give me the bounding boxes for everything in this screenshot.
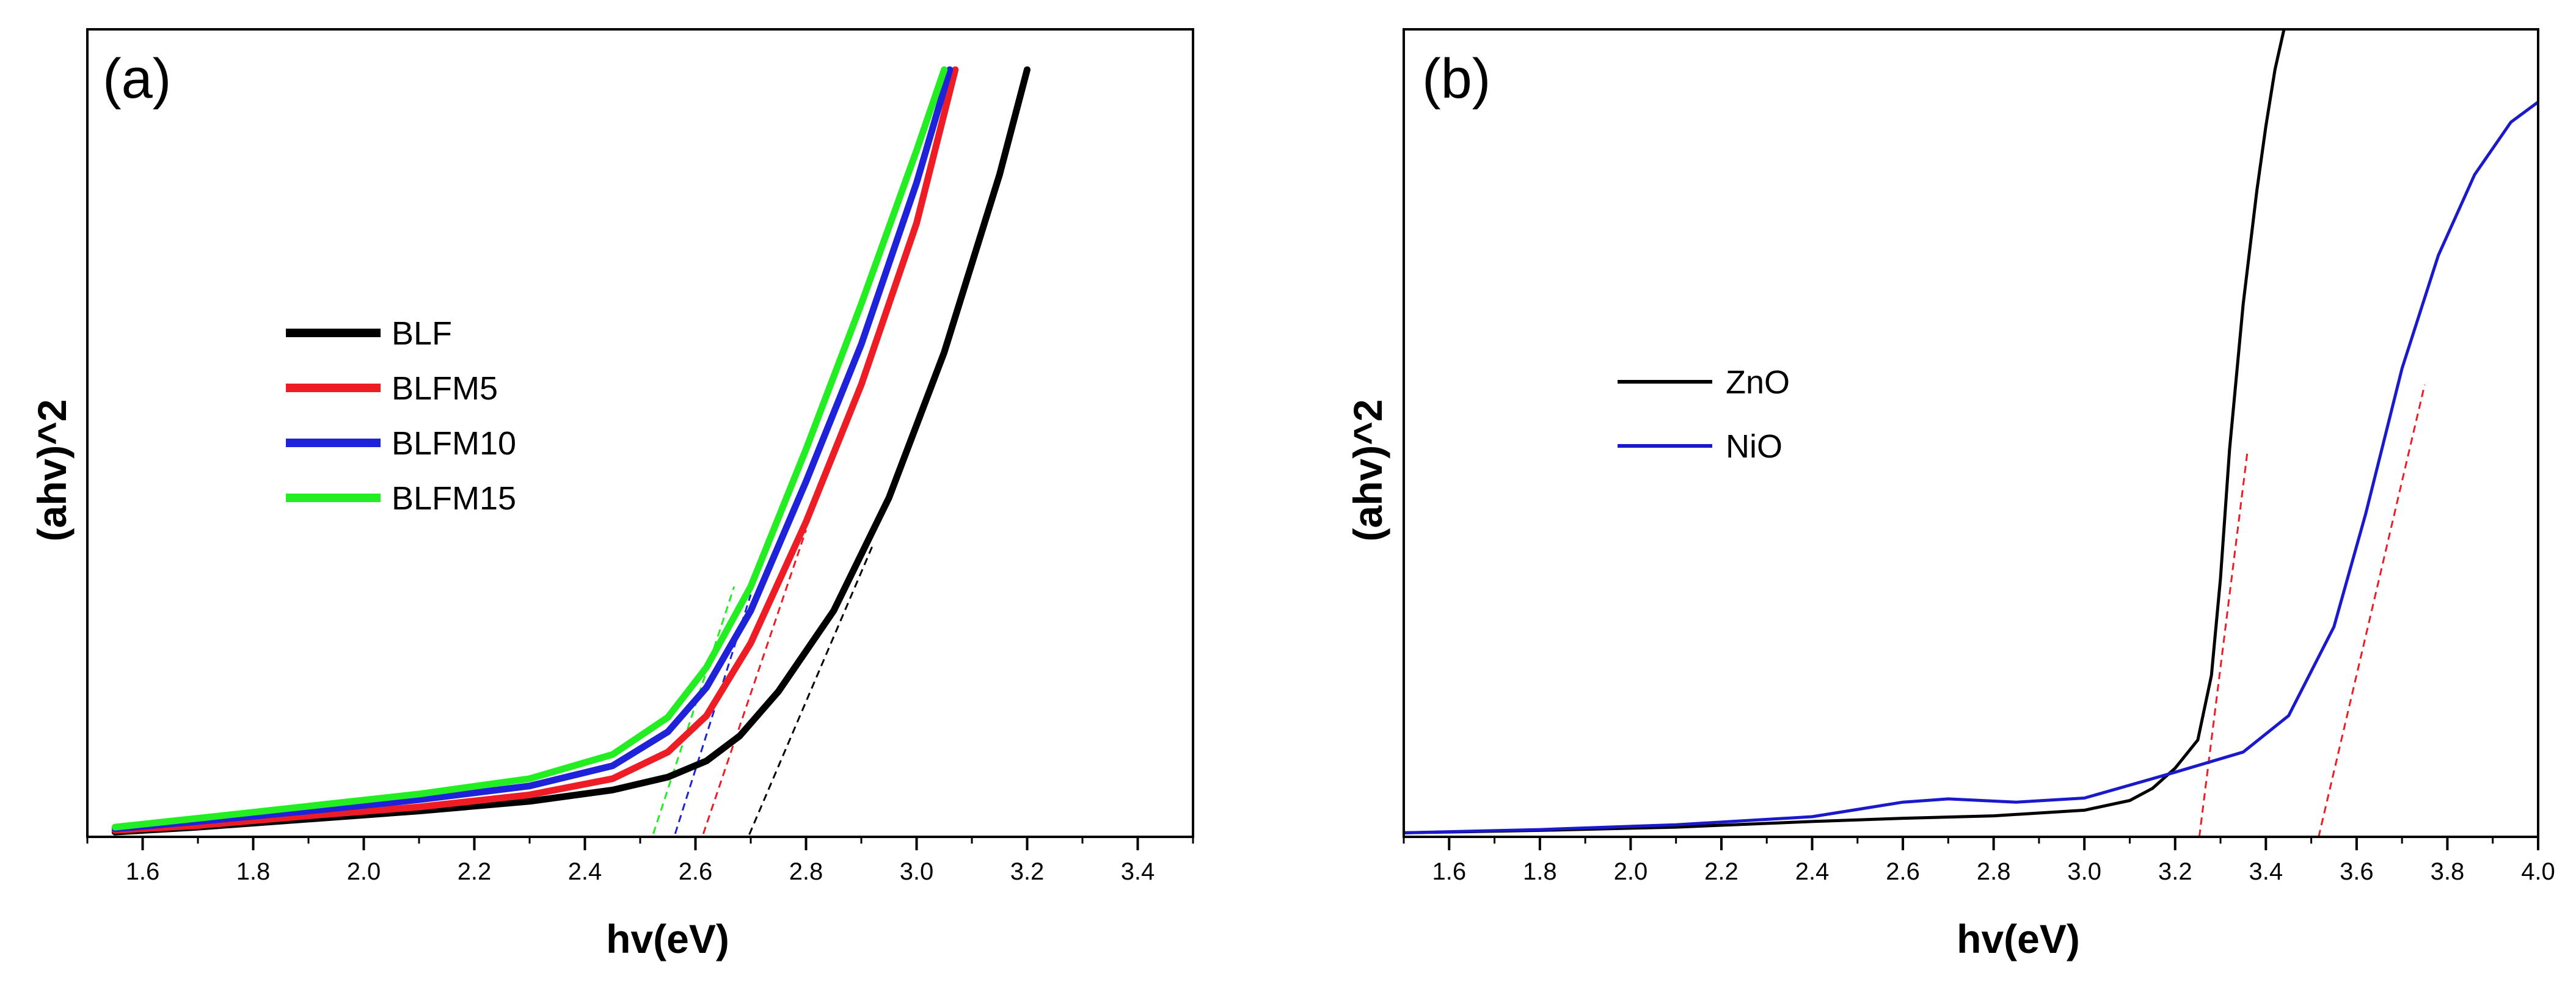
panel-a-x-axis-title: hv(eV): [606, 916, 729, 961]
panel-b-legend-item: ZnO: [1618, 364, 1790, 401]
panel-a-series-blf: [111, 66, 1031, 836]
panel-a-series-blfm10: [111, 66, 954, 833]
panel-b-x-tick-label: 1.6: [1432, 858, 1466, 885]
panel-b-x-tick-label: 3.6: [2340, 858, 2374, 885]
panel-a-legend-item: BLFM15: [286, 480, 516, 517]
panel-a-x-tick-label: 2.8: [789, 858, 823, 885]
panel-b-legend-label: ZnO: [1726, 364, 1790, 401]
panel-a-plot-frame: [86, 28, 1194, 838]
panel-a-plot-area: [111, 66, 1031, 837]
panel-a-x-tick-label: 2.2: [458, 858, 492, 885]
panel-b-x-axis: 1.6 1.8 2.0 2.2 2.4 2.6 2.8 3.0 3.2 3.4 3.6 3.8 4.0: [1403, 837, 2555, 885]
panel-a-tangent-blf: [747, 545, 874, 837]
panel-a-legend-label: BLFM5: [392, 370, 498, 407]
panel-a-tangent-blfm5: [701, 530, 807, 837]
panel-b-y-axis-title: (ahv)^2: [1345, 399, 1390, 542]
panel-a-series-blfm5: [111, 66, 959, 834]
panel-a-x-tick-label: 3.2: [1010, 858, 1045, 885]
panel-a-x-axis: 1.6 1.8 2.0 2.2 2.4 2.6 2.8 3.0 3.2 3.4: [86, 837, 1194, 885]
panel-b-series-zno: [1404, 29, 2286, 834]
panel-b-tangent-nio: [2318, 384, 2426, 837]
panel-b-plot-area: [1404, 29, 2538, 837]
panel-b-plot-frame: [1403, 28, 2539, 838]
panel-a-legend-label: BLFM15: [392, 480, 516, 517]
panel-b: (b) hv(eV) (ahv)^2 1.6 1.8 2.0 2.2 2.4 2.6 2.8…: [1345, 28, 2555, 961]
panel-b-tangent-zno: [2198, 449, 2249, 837]
panel-a-y-axis-title: (ahv)^2: [29, 399, 75, 542]
panel-b-x-tick-label: 2.2: [1704, 858, 1739, 885]
panel-a-x-tick-label: 2.6: [679, 858, 713, 885]
panel-b-x-tick-label: 1.8: [1523, 858, 1557, 885]
panel-b-x-tick-label: 2.0: [1614, 858, 1648, 885]
panel-b-legend: ZnO NiO: [1618, 364, 1790, 465]
panel-a-tangent-blfm15: [651, 586, 735, 837]
panel-b-x-tick-label: 4.0: [2521, 858, 2555, 885]
panel-a-x-tick-label: 2.0: [347, 858, 381, 885]
panel-b-x-tick-label: 2.6: [1886, 858, 1920, 885]
panel-a-legend-label: BLF: [392, 315, 452, 352]
panel-a-label: (a): [103, 48, 171, 110]
panel-a-x-tick-label: 1.6: [126, 858, 160, 885]
panel-b-legend-item: NiO: [1618, 428, 1782, 465]
panel-a-tangent-blfm10: [673, 594, 752, 837]
panel-b-label: (b): [1422, 48, 1491, 110]
panel-a-x-tick-label: 3.0: [900, 858, 934, 885]
panel-b-x-tick-label: 2.4: [1795, 858, 1830, 885]
panel-b-x-tick-label: 2.8: [1977, 858, 2011, 885]
panel-a-legend: BLF BLFM5 BLFM10 BLFM15: [286, 315, 516, 517]
panel-b-series-nio: [1404, 100, 2538, 834]
panel-b-x-axis-title: hv(eV): [1957, 916, 2080, 961]
panel-b-x-tick-label: 3.0: [2067, 858, 2101, 885]
panel-a-legend-label: BLFM10: [392, 425, 516, 462]
panel-a-series-blfm15: [111, 66, 948, 831]
panel-a-legend-item: BLFM5: [286, 370, 498, 407]
panel-b-x-tick-label: 3.8: [2431, 858, 2465, 885]
panel-a-legend-item: BLF: [286, 315, 452, 352]
panel-b-legend-label: NiO: [1726, 428, 1782, 465]
panel-b-x-tick-label: 3.2: [2158, 858, 2192, 885]
panel-a-x-tick-label: 2.4: [568, 858, 602, 885]
panel-a-x-tick-label: 3.4: [1121, 858, 1155, 885]
panel-a-legend-item: BLFM10: [286, 425, 516, 462]
panel-b-x-tick-label: 3.4: [2249, 858, 2283, 885]
panel-a-x-tick-label: 1.8: [236, 858, 271, 885]
panel-a: (a) hv(eV) (ahv)^2 1.6 1.8 2.0 2.2 2.4 2.6 2.8…: [29, 28, 1194, 961]
